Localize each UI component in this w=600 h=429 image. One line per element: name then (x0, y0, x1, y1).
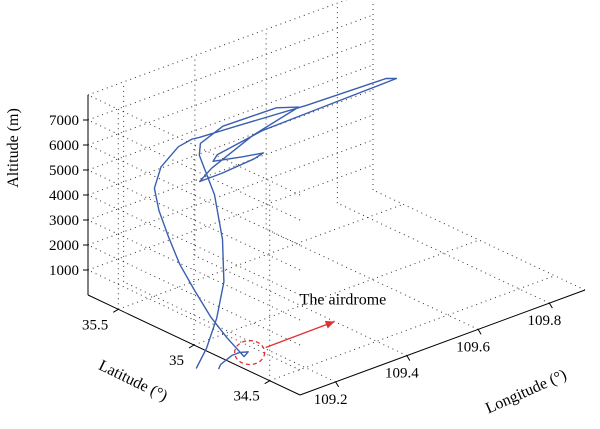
airdrome-label: The airdrome (300, 292, 387, 309)
x-tick-mark (406, 355, 411, 361)
x-tick-mark (335, 381, 340, 388)
tick-labels: 109.2 109.4 109.6 109.8 34.5 35 35.5 1000 2000 30… (49, 113, 561, 408)
floor-grid-line (269, 275, 555, 382)
z-tick-label: 1000 (49, 263, 79, 279)
x-tick-label: 109.2 (314, 392, 348, 408)
z-tick-label: 4000 (49, 188, 79, 204)
box-edge-line (372, 189, 586, 291)
box-edge-line (87, 0, 348, 96)
airdrome-marker-circle (234, 339, 266, 366)
floor-grid-line (337, 202, 550, 304)
floor-grid-line (194, 255, 408, 357)
z-tick-label: 7000 (49, 113, 79, 129)
wall-grid-line (87, 14, 374, 121)
z-tick-label: 3000 (49, 213, 79, 229)
box-edge-line (87, 94, 301, 196)
x-tick-label: 109.6 (456, 339, 490, 355)
floor-grid-line (123, 281, 336, 383)
floor-grid-line (265, 228, 479, 330)
floor-grid-line (193, 239, 480, 346)
z-axis-label: Altitude (m) (5, 108, 22, 188)
wall-grid-line (87, 269, 301, 371)
z-tick-label: 6000 (49, 138, 79, 154)
airdrome-arrow-shaft (265, 320, 335, 349)
y-tick-mark (113, 308, 119, 313)
wall-grid-line (87, 139, 374, 246)
x-axis-label: Longitude (°) (483, 366, 569, 417)
wall-grid-line (87, 39, 374, 146)
x-tick-mark (477, 329, 482, 335)
wall-grid-line (87, 164, 374, 271)
y-tick-mark (188, 344, 195, 349)
x-tick-label: 109.8 (528, 313, 562, 329)
floor-grid-line (118, 203, 404, 310)
annotation-layer: The airdrome (234, 292, 387, 366)
y-tick-mark (264, 380, 270, 385)
y-tick-label: 35 (169, 353, 184, 369)
y-tick-label: 35.5 (82, 317, 108, 333)
axis-layer (83, 95, 586, 396)
x-tick-mark (548, 302, 553, 309)
y-tick-label: 34.5 (233, 389, 259, 405)
wall-grid-line (87, 64, 374, 171)
airdrome-arrow-head (324, 321, 335, 329)
z-tick-label: 2000 (49, 238, 79, 254)
wall-grid-line (87, 114, 374, 221)
flight-trajectory-line (153, 77, 398, 370)
grid-layer (87, 0, 586, 383)
x-tick-label: 109.4 (385, 366, 419, 382)
wall-grid-line (87, 89, 374, 196)
z-tick-label: 5000 (49, 163, 79, 179)
series-layer (153, 77, 398, 370)
x-axis-line (299, 289, 586, 396)
y-axis-label: Latitude (°) (96, 357, 170, 405)
